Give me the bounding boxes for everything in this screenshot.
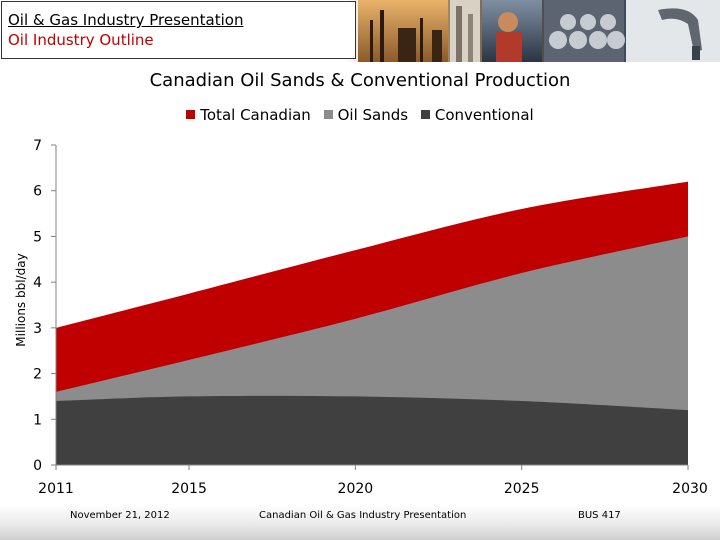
x-tick-label: 2015 <box>171 481 207 497</box>
slide-title-box: Oil & Gas Industry Presentation Oil Indu… <box>1 1 356 59</box>
footer-bar <box>0 505 720 540</box>
legend-item-total: Total Canadian <box>186 106 311 124</box>
footer-course-code: BUS 417 <box>578 510 621 521</box>
x-tick-label: 2030 <box>672 481 708 497</box>
x-tick-label: 2020 <box>338 481 374 497</box>
chart-legend: Total Canadian Oil Sands Conventional <box>0 106 720 124</box>
x-tick-label: 2011 <box>38 481 74 497</box>
y-tick-label: 5 <box>33 229 42 245</box>
area-chart: 0 1 2 3 4 5 6 7 2011 2015 2020 2025 2030 <box>33 138 708 497</box>
legend-swatch-conventional <box>420 110 430 119</box>
legend-item-conventional: Conventional <box>420 106 534 124</box>
legend-label-total: Total Canadian <box>200 106 311 124</box>
y-tick-label: 4 <box>33 275 42 291</box>
y-tick-label: 6 <box>33 184 42 200</box>
area-conventional <box>56 395 688 465</box>
section-title: Oil Industry Outline <box>8 31 154 49</box>
x-tick-label: 2025 <box>504 481 540 497</box>
footer-presentation-name: Canadian Oil & Gas Industry Presentation <box>259 510 467 521</box>
footer-date: November 21, 2012 <box>70 510 170 521</box>
presentation-title: Oil & Gas Industry Presentation <box>8 11 244 29</box>
y-tick-label: 3 <box>33 321 42 337</box>
legend-item-oil-sands: Oil Sands <box>323 106 409 124</box>
y-tick-label: 0 <box>33 458 42 474</box>
y-tick-label: 2 <box>33 367 42 383</box>
legend-label-oil-sands: Oil Sands <box>337 106 409 124</box>
y-tick-label: 1 <box>33 412 42 428</box>
legend-swatch-total <box>186 110 196 119</box>
legend-swatch-oil-sands <box>323 110 333 119</box>
legend-label-conventional: Conventional <box>434 106 534 124</box>
header-photo-collage <box>358 0 720 62</box>
chart-title: Canadian Oil Sands & Conventional Produc… <box>149 70 571 91</box>
y-tick-label: 7 <box>33 138 42 154</box>
